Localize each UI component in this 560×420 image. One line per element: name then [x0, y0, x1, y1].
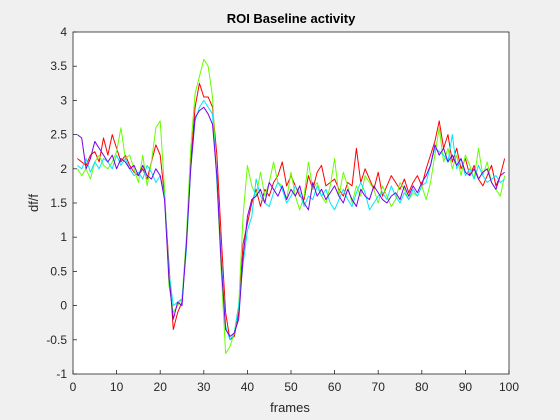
x-tick-label: 10 [110, 380, 124, 394]
y-tick-label: 2.5 [50, 128, 67, 142]
x-tick-label: 0 [70, 380, 77, 394]
x-tick-label: 80 [415, 380, 429, 394]
y-tick-label: 0.5 [50, 264, 67, 278]
y-tick-label: 3.5 [50, 59, 67, 73]
y-tick-label: 1 [60, 230, 67, 244]
x-tick-label: 50 [284, 380, 298, 394]
series-line-1 [77, 82, 506, 341]
series-layer [76, 58, 506, 354]
x-tick-label: 90 [459, 380, 473, 394]
chart-title: ROI Baseline activity [227, 11, 356, 26]
x-axis-label: frames [270, 400, 310, 415]
series-line-2 [76, 58, 506, 354]
y-tick-label: 1.5 [50, 196, 67, 210]
plot-area [73, 32, 509, 374]
y-tick-label: -0.5 [46, 333, 67, 347]
y-axis-label: df/f [26, 194, 41, 212]
y-tick-label: 2 [60, 162, 67, 176]
y-tick-label: 0 [60, 299, 67, 313]
x-tick-label: 100 [499, 380, 519, 394]
y-tick-label: -1 [56, 367, 67, 381]
tick-layer: 0 10 20 30 40 50 60 70 80 90 100 -1 -0.5 0 0.5 1 1.5 2 2.5… [46, 25, 519, 394]
series-line-4 [77, 106, 505, 337]
y-tick-label: 3 [60, 93, 67, 107]
x-tick-label: 40 [241, 380, 255, 394]
y-tick-label: 4 [60, 25, 67, 39]
x-tick-label: 60 [328, 380, 342, 394]
x-tick-label: 20 [154, 380, 168, 394]
x-tick-label: 70 [372, 380, 386, 394]
x-tick-label: 30 [197, 380, 211, 394]
